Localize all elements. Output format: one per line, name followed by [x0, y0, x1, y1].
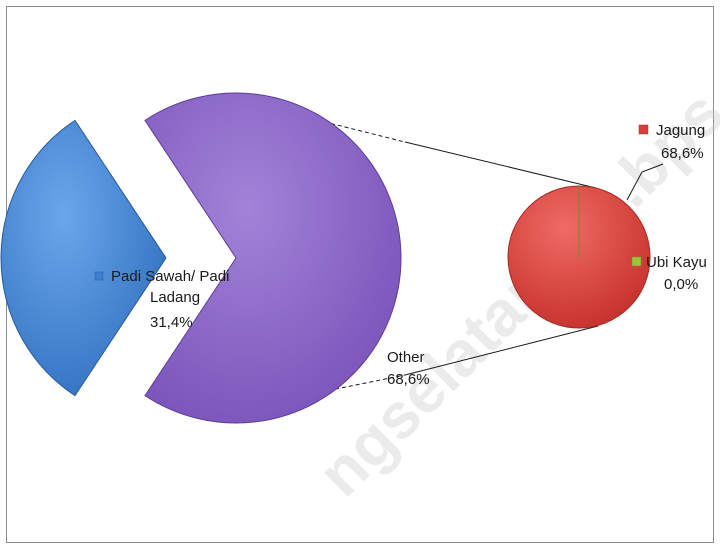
label-jagung-name: Jagung: [656, 122, 705, 139]
label-jagung-value: 68,6%: [661, 145, 704, 162]
connector-lines: [286, 114, 599, 400]
main-pie-slice-other: [144, 92, 402, 424]
label-padi-name-a: Padi Sawah/ Padi: [111, 268, 229, 285]
legend-key-padi: [94, 271, 104, 281]
connector-line-bottom-solid: [404, 325, 599, 376]
legend-key-jagung: [638, 124, 649, 135]
secondary-pie: [507, 185, 651, 329]
label-ubikayu-name: Ubi Kayu: [646, 254, 707, 271]
label-other: Other 68,6%: [387, 349, 430, 388]
label-jagung: Jagung 68,6%: [638, 122, 705, 162]
label-padi-name-line2: Ladang: [150, 289, 200, 306]
main-pie: [0, 92, 402, 424]
label-other-name: Other: [387, 349, 425, 366]
label-ubikayu-value: 0,0%: [664, 276, 698, 293]
main-pie-slice-padi: [0, 119, 167, 397]
label-padi-name-line1: Padi Sawah/ Padi: [111, 268, 229, 285]
label-padi-name-b: Ladang: [150, 289, 200, 306]
jagung-leader-line: [626, 163, 664, 201]
label-padi-value: 31,4%: [150, 314, 193, 331]
label-ubikayu: Ubi Kayu 0,0%: [631, 254, 707, 293]
connector-line-bottom: [286, 374, 406, 400]
label-other-value: 68,6%: [387, 371, 430, 388]
connector-line-top: [296, 114, 406, 143]
label-padi: Padi Sawah/ Padi Ladang 31,4%: [94, 268, 229, 331]
connector-line-top-solid: [404, 141, 597, 189]
legend-key-ubikayu: [631, 256, 642, 267]
